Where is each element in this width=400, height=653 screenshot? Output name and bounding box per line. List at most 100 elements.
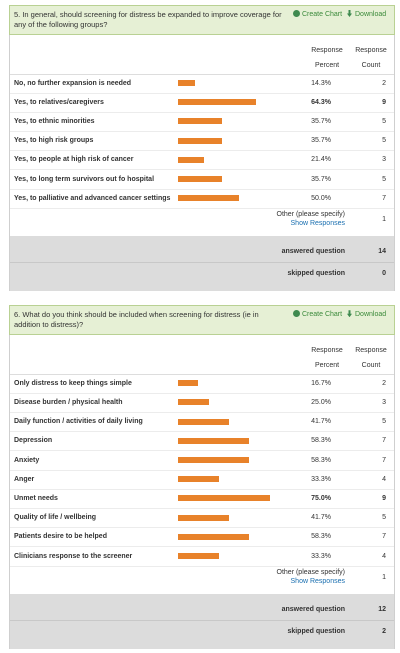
row-divider (10, 131, 394, 132)
show-responses-link[interactable]: Show Responses (290, 578, 345, 585)
answered-label: answered question (281, 606, 345, 613)
row-divider (10, 207, 394, 209)
answer-label: Daily function / activities of daily liv… (14, 418, 143, 426)
summary-divider (10, 262, 394, 264)
chart-icon (293, 310, 300, 318)
percent: 35.7% (311, 117, 331, 125)
bar (178, 176, 222, 182)
percent: 25.0% (311, 398, 331, 406)
count: 5 (382, 514, 386, 522)
row-divider (10, 488, 394, 490)
answer-label: Yes, to palliative and advanced cancer s… (14, 194, 171, 202)
bar (178, 137, 222, 144)
divider (10, 74, 394, 75)
row-divider (10, 412, 394, 413)
row-divider (10, 431, 394, 433)
count: 5 (382, 175, 386, 183)
row-divider (10, 92, 394, 94)
percent: 33.3% (311, 552, 331, 560)
answer-label: Only distress to keep things simple (14, 379, 132, 387)
answer-label: Disease burden / physical health (14, 398, 123, 406)
percent: 33.3% (311, 475, 331, 483)
percent: 41.7% (311, 418, 331, 426)
count: 2 (382, 379, 386, 387)
bar (178, 495, 270, 502)
answer-label: Yes, to long term survivors out fo hospi… (14, 175, 155, 183)
bar (178, 514, 229, 521)
bar (178, 399, 209, 406)
answer-label: Yes, to high risk groups (14, 137, 94, 145)
count: 5 (382, 418, 386, 426)
question-title: 5. In general, should screening for dist… (14, 10, 282, 29)
count: 3 (382, 156, 386, 164)
other-count: 1 (382, 215, 386, 223)
answer-label: Yes, to ethnic minorities (14, 117, 95, 125)
create-chart-link[interactable]: Create Chart (302, 311, 343, 319)
summary-band (10, 236, 394, 292)
count: 2 (382, 79, 386, 87)
answer-label: Quality of life / wellbeing (14, 514, 97, 522)
bar (178, 156, 205, 163)
percent: 21.4% (311, 156, 331, 164)
question-title: 6. What do you think should be included … (14, 310, 259, 329)
count: 4 (382, 552, 386, 560)
question-header (9, 5, 395, 35)
percent: 50.0% (311, 194, 331, 202)
row-divider (10, 469, 394, 471)
percent: 14.3% (311, 79, 331, 87)
answer-label: Anger (14, 475, 35, 483)
row-divider (10, 450, 394, 452)
answered-count: 12 (378, 606, 386, 613)
other-label: Other (please specify) (276, 569, 345, 576)
other-count: 1 (382, 573, 386, 581)
bar (178, 553, 219, 559)
answer-label: Unmet needs (14, 494, 58, 502)
skipped-count: 2 (382, 628, 386, 635)
row-divider (10, 392, 394, 394)
download-link[interactable]: Download (355, 311, 387, 319)
answered-label: answered question (281, 248, 345, 256)
download-link[interactable]: Download (355, 11, 387, 18)
show-responses-link[interactable]: Show Responses (290, 220, 345, 228)
percent: 58.3% (311, 437, 331, 445)
answer-label: No, no further expansion is needed (14, 79, 132, 87)
column-header: Response Count (355, 47, 387, 69)
column-header: Response Percent (311, 347, 343, 370)
row-divider (10, 546, 394, 548)
answer-label: Patients desire to be helped (14, 533, 107, 541)
count: 9 (382, 494, 386, 502)
percent: 35.7% (311, 175, 331, 183)
create-chart-link[interactable]: Create Chart (302, 11, 343, 18)
count: 5 (382, 137, 386, 145)
answered-count: 14 (378, 248, 386, 256)
download-icon (347, 310, 352, 318)
skipped-count: 0 (382, 270, 386, 278)
chart-icon (293, 10, 300, 17)
skipped-label: skipped question (287, 270, 345, 278)
answer-label: Anxiety (14, 456, 40, 464)
percent: 75.0% (311, 494, 331, 502)
row-divider (10, 527, 394, 529)
summary-band (10, 594, 394, 649)
count: 5 (382, 117, 386, 125)
divider (10, 374, 394, 376)
download-icon (347, 10, 352, 17)
row-divider (10, 169, 394, 171)
count: 9 (382, 98, 386, 106)
answer-label: Depression (14, 437, 53, 445)
percent: 41.7% (311, 514, 331, 522)
answer-label: Clinicians response to the screener (14, 552, 133, 560)
other-label: Other (please specify) (276, 211, 345, 219)
row-divider (10, 188, 394, 190)
count: 7 (382, 437, 386, 445)
bar (178, 533, 250, 540)
column-header: Response Count (355, 347, 387, 370)
count: 4 (382, 475, 386, 483)
row-divider (10, 150, 394, 152)
bar (178, 437, 250, 444)
bar (178, 476, 219, 483)
summary-divider (10, 620, 394, 621)
column-header: Response Percent (311, 47, 343, 69)
row-divider (10, 565, 394, 567)
count: 7 (382, 456, 386, 464)
